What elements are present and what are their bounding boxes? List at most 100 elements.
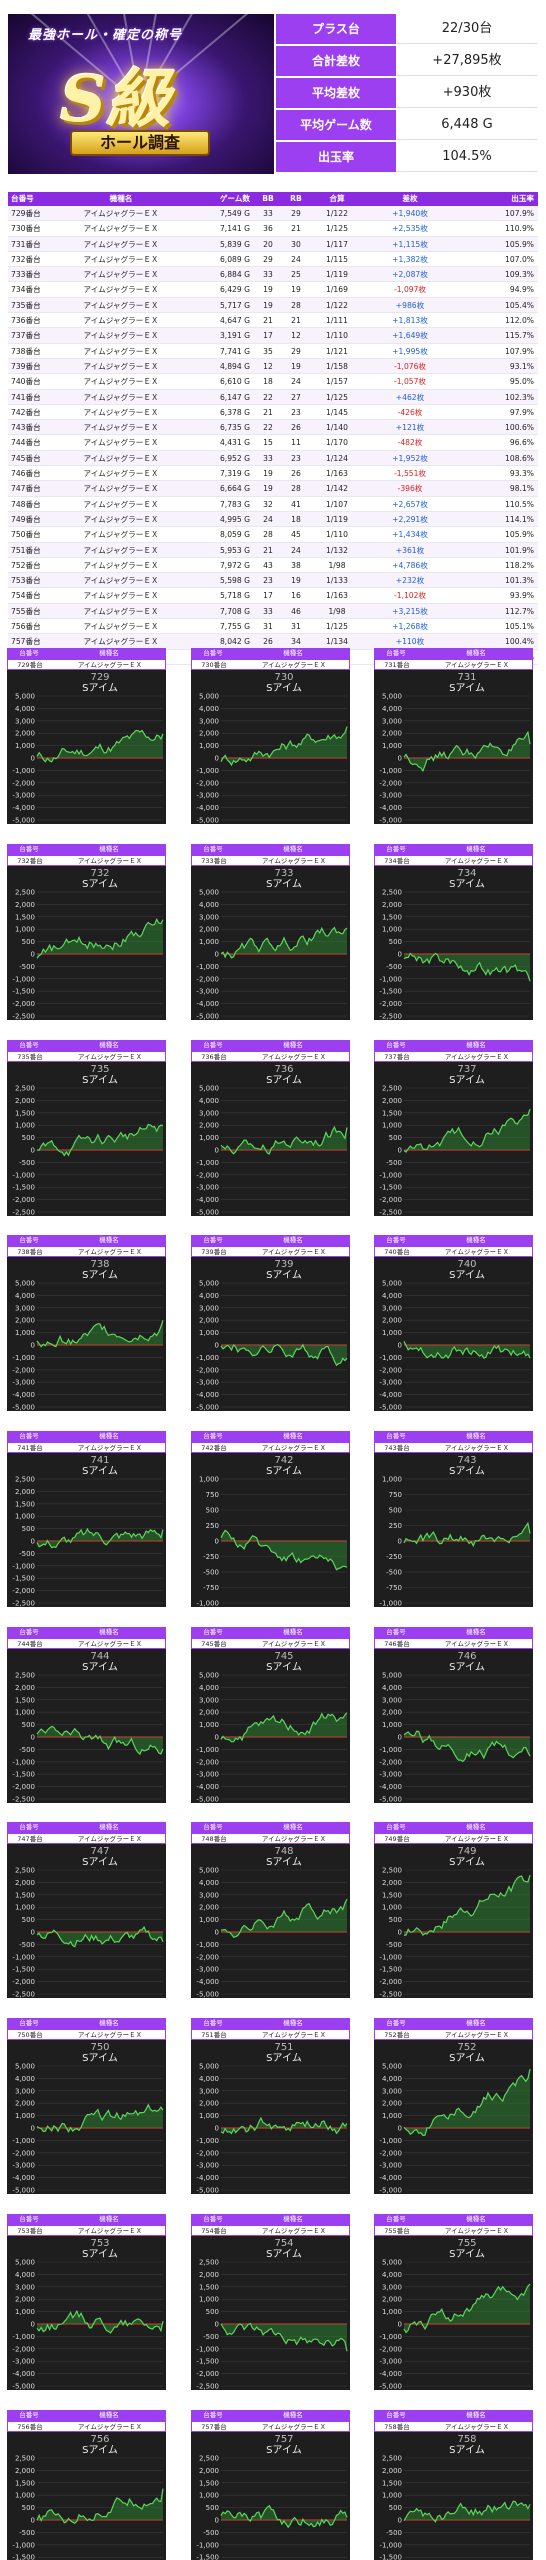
table-cell: +2,657枚 [392,499,428,509]
table-cell: 30 [291,239,301,249]
chart-number: 756 [90,2434,109,2445]
series-line [36,918,164,959]
y-tick-label: 2,000 [15,901,35,909]
y-tick-label: 2,000 [382,2296,402,2304]
series-line [220,1898,348,1938]
y-tick-label: -1,000 [196,1159,219,1167]
table-cell: 1/132 [326,545,348,555]
y-tick-label: 500 [389,1916,402,1924]
y-tick-label: 2,000 [199,730,219,738]
y-tick-label: 5,000 [15,693,35,701]
y-tick-label: -5,000 [196,817,219,825]
table-cell: +110枚 [395,637,425,647]
table-cell: 6,147 G [219,392,250,402]
y-tick-label: -2,000 [196,1953,219,1961]
series-line [220,1529,348,1571]
y-tick-label: 2,500 [15,889,35,897]
machine-line-chart: 2,500 2,000 1,500 1,000 500 0 -500 -1,000 -1,500… [196,2434,348,2560]
table-cell: 102.3% [505,392,534,402]
series-area [37,2488,163,2524]
table-cell: アイムジャグラーＥＸ [83,209,159,218]
machine-line-chart: 5,000 4,000 3,000 2,000 1,000 0 -1,000 -2,000 -3… [12,672,164,824]
y-tick-label: 1,500 [15,1109,35,1117]
y-tick-label: -2,000 [12,1196,35,1204]
y-tick-label: -3,000 [379,2162,402,2170]
y-tick-label: 500 [22,1525,35,1533]
table-cell: 1/125 [326,622,348,632]
y-tick-label: -1,000 [379,767,402,775]
machine-chart-card: 台番号 機種名 734番台 アイムジャグラーＥＸ 2,500 2,000 1,500 1,00… [374,844,533,1020]
table-cell: 100.4% [505,637,534,647]
y-tick-label: 2,000 [199,2467,219,2475]
y-tick-label: 2,000 [382,1097,402,1105]
table-cell: +3,215枚 [392,606,428,616]
table-cell: アイムジャグラーＥＸ [83,224,159,234]
table-cell: アイムジャグラーＥＸ [83,254,159,264]
series-line [403,2283,531,2334]
y-tick-label: 1,500 [199,2283,219,2291]
machine-line-chart: 5,000 4,000 3,000 2,000 1,000 0 -1,000 -2,000 -3… [196,1064,348,1216]
series-legend: Sアイム [82,1074,118,1086]
y-tick-label: 1,000 [382,1329,402,1337]
table-cell: +1,952枚 [392,453,428,463]
machine-line-chart: 5,000 4,000 3,000 2,000 1,000 0 -1,000 -2,000 -3… [379,672,531,824]
y-tick-label: 2,000 [382,901,402,909]
machine-chart-card: 台番号 機種名 747番台 アイムジャグラーＥＸ 2,500 2,000 1,500 1,00… [7,1822,166,1998]
chart-number: 758 [457,2434,476,2445]
chart-number: 739 [274,1259,293,1270]
y-tick-label: -3,000 [196,1184,219,1192]
machine-chart-card: 台番号 機種名 752番台 アイムジャグラーＥＸ 5,000 4,000 3,000 2,00… [374,2018,533,2194]
series-line [220,726,348,767]
y-tick-label: 3,000 [382,1304,402,1312]
machine-line-chart: 2,500 2,000 1,500 1,000 500 0 -500 -1,000 -1,500… [12,1455,164,1607]
y-tick-label: -3,000 [12,792,35,800]
table-cell: 735番台 [11,300,41,310]
table-cell: アイムジャグラーＥＸ [83,346,159,356]
table-body: 729番台 アイムジャグラーＥＸ 7,549 G 33 29 1/122 +1,940枚 10… [8,206,538,665]
y-tick-label: -4,000 [12,2370,35,2378]
y-tick-label: -1,000 [379,1171,402,1179]
y-tick-label: -2,500 [12,1796,35,1804]
y-tick-label: 1,000 [199,1476,219,1484]
y-tick-label: -3,000 [379,1379,402,1387]
machine-line-chart: 5,000 4,000 3,000 2,000 1,000 0 -1,000 -2,000 -3… [379,1651,531,1803]
table-cell: 24 [263,514,273,524]
table-cell: 1/119 [326,514,348,524]
y-tick-label: 1,000 [199,1916,219,1924]
y-tick-label: 1,500 [15,913,35,921]
table-cell: 24 [291,545,301,555]
y-tick-label: 0 [31,951,35,959]
table-row: 748番台 アイムジャグラーＥＸ 7,783 G 32 41 1/107 +2,657枚 11… [8,497,538,512]
y-tick-label: 2,500 [382,2455,402,2463]
y-tick-label: 1,000 [15,1513,35,1521]
table-cell: 1/117 [326,239,348,249]
table-cell: 19 [263,469,273,479]
table-cell: 33 [263,209,273,218]
series-line [36,729,164,763]
y-tick-label: 2,000 [199,2271,219,2279]
table-cell: 730番台 [11,224,41,234]
table-cell: 1/110 [326,530,348,540]
y-tick-label: 5,000 [382,1672,402,1680]
table-row: 753番台 アイムジャグラーＥＸ 5,598 G 23 19 1/133 +232枚 101.… [8,573,538,589]
y-tick-label: 500 [22,1721,35,1729]
chart-number: 753 [90,2238,109,2249]
y-tick-label: -3,000 [12,2162,35,2170]
y-tick-label: -5,000 [196,1013,219,1021]
table-cell: 24 [291,377,301,387]
machine-chart-card: 台番号 機種名 733番台 アイムジャグラーＥＸ 5,000 4,000 3,000 2,00… [191,844,350,1020]
table-cell: 744番台 [11,438,41,448]
y-tick-label: -250 [386,1553,402,1561]
y-tick-label: 0 [215,1147,219,1155]
table-cell: 737番台 [11,331,41,341]
y-tick-label: -5,000 [379,1404,402,1412]
y-tick-label: -1,000 [12,767,35,775]
machine-chart-card: 台番号 機種名 732番台 アイムジャグラーＥＸ 2,500 2,000 1,500 1,00… [7,844,166,1020]
table-cell: 33 [263,606,273,616]
table-cell: 1/125 [326,392,348,402]
y-tick-label: -2,000 [379,1978,402,1986]
stat-plus-machines: プラス台 22/30台 [276,14,538,44]
series-legend: Sアイム [266,682,302,694]
table-cell: 114.1% [505,514,534,524]
y-tick-label: 0 [31,2321,35,2329]
